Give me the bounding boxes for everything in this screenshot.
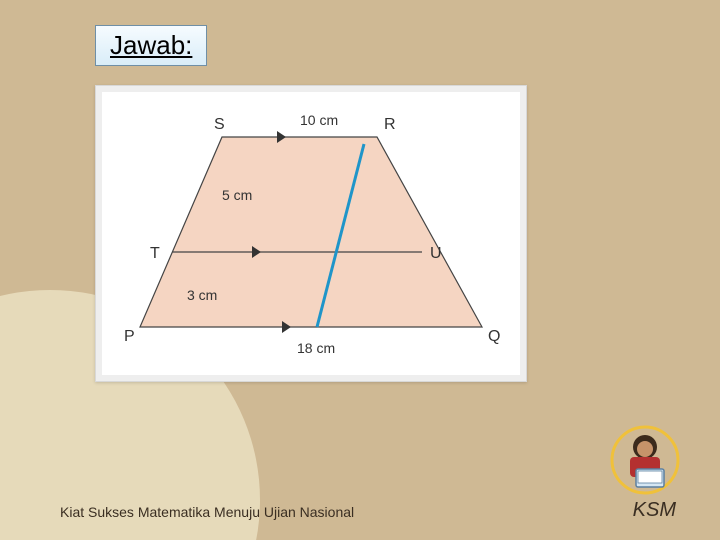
ksm-mascot-icon — [610, 425, 680, 495]
vertex-R-label: R — [384, 116, 396, 134]
brand-label: KSM — [633, 499, 676, 522]
vertex-U-label: U — [430, 245, 442, 263]
vertex-S-label: S — [214, 116, 225, 134]
edge-TP-label: 3 cm — [187, 287, 217, 303]
heading-jawab: Jawab: — [95, 25, 207, 66]
slide-root: Jawab: P Q R S T U 10 cm 5 cm 3 cm — [0, 0, 720, 540]
figure-canvas: P Q R S T U 10 cm 5 cm 3 cm 18 cm — [102, 92, 520, 375]
vertex-P-label: P — [124, 328, 135, 346]
figure-frame: P Q R S T U 10 cm 5 cm 3 cm 18 cm — [95, 85, 527, 382]
edge-PQ-label: 18 cm — [297, 340, 335, 356]
vertex-T-label: T — [150, 245, 160, 263]
edge-SR-label: 10 cm — [300, 112, 338, 128]
vertex-Q-label: Q — [488, 328, 500, 346]
trapezoid-diagram — [102, 92, 520, 375]
edge-ST-label: 5 cm — [222, 187, 252, 203]
footer-text: Kiat Sukses Matematika Menuju Ujian Nasi… — [60, 504, 354, 520]
